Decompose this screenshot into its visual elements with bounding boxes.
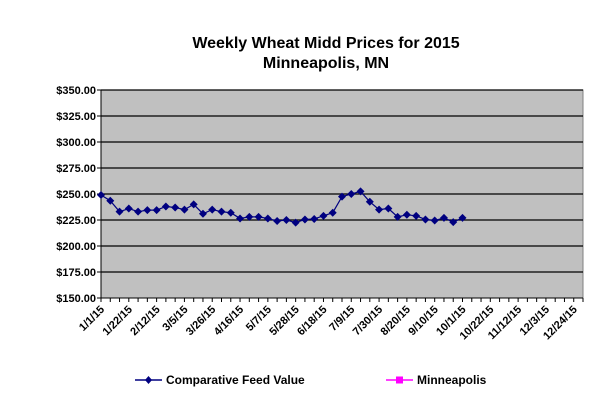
x-tick-label: 4/16/15 (212, 304, 246, 338)
legend: Comparative Feed Value Minneapolis (135, 373, 487, 387)
y-tick-label: $225.00 (56, 215, 96, 227)
data-point (189, 200, 198, 209)
square-marker-icon (396, 376, 403, 384)
data-point (393, 212, 402, 221)
y-tick-label: $300.00 (56, 137, 96, 149)
data-point (421, 215, 430, 224)
data-point (180, 205, 189, 214)
y-tick-label: $175.00 (56, 267, 96, 279)
x-tick-label: 2/12/15 (128, 304, 162, 338)
x-tick-label: 9/10/15 (406, 304, 440, 338)
data-point (106, 196, 115, 205)
data-point (384, 204, 393, 213)
x-tick-label: 7/30/15 (351, 304, 385, 338)
x-tick-label: 3/26/15 (184, 304, 218, 338)
data-point (300, 215, 309, 224)
data-point (124, 204, 133, 213)
data-point (439, 213, 448, 222)
y-tick-label: $250.00 (56, 189, 96, 201)
data-point (412, 211, 421, 220)
y-tick-label: $150.00 (56, 293, 96, 305)
legend-label: Minneapolis (417, 373, 487, 387)
y-tick-label: $350.00 (56, 85, 96, 97)
legend-item-minneapolis: Minneapolis (386, 373, 487, 387)
x-tick-label: 8/20/15 (379, 304, 413, 338)
data-point (115, 207, 124, 216)
x-tick-label: 6/18/15 (295, 304, 329, 338)
data-point (152, 206, 161, 215)
data-point (226, 208, 235, 217)
chart-title: Weekly Wheat Midd Prices for 2015 (192, 35, 459, 52)
data-point (282, 216, 291, 224)
data-point (236, 214, 245, 223)
y-tick-label: $325.00 (56, 111, 96, 123)
data-point (449, 218, 458, 227)
data-point (198, 209, 207, 218)
legend-label: Comparative Feed Value (166, 373, 305, 387)
data-point (347, 190, 356, 198)
data-point (263, 214, 272, 223)
data-point (338, 192, 346, 201)
y-tick-label: $200.00 (56, 241, 96, 253)
data-point (97, 191, 105, 200)
data-point (245, 212, 254, 221)
legend-item-comparative-feed-value: Comparative Feed Value (135, 373, 305, 387)
data-point (375, 205, 384, 214)
data-point (134, 207, 143, 216)
y-tick-label: $275.00 (56, 163, 96, 175)
data-point (171, 203, 180, 212)
data-point (254, 212, 263, 221)
x-tick-label: 5/28/15 (267, 304, 301, 338)
data-point (430, 216, 439, 225)
data-point (310, 214, 319, 223)
diamond-marker-icon (145, 376, 152, 384)
data-point (273, 217, 282, 226)
data-point (365, 197, 374, 206)
data-point (161, 202, 170, 211)
data-point (143, 206, 152, 215)
data-point (458, 213, 467, 222)
chart-subtitle: Minneapolis, MN (263, 55, 389, 72)
data-point (217, 207, 226, 216)
data-point (291, 218, 300, 227)
data-point (356, 187, 365, 196)
data-point (208, 205, 217, 214)
data-point (319, 211, 328, 220)
data-point (402, 210, 411, 219)
x-tick-label: 1/22/15 (100, 304, 134, 338)
series-line (100, 190, 463, 224)
data-point (328, 208, 337, 217)
